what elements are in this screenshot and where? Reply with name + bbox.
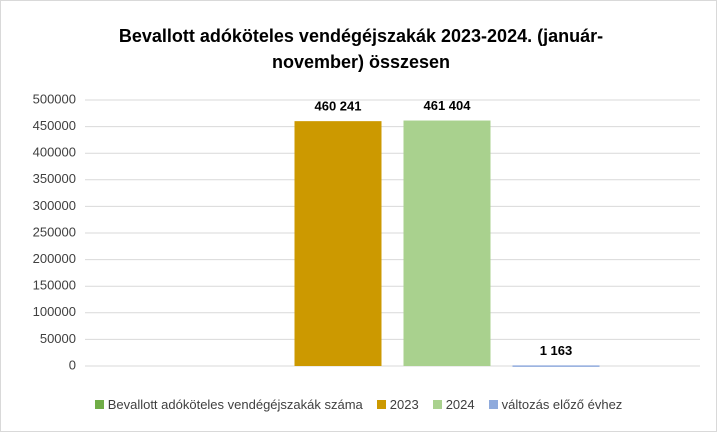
legend-item: 2024: [432, 397, 475, 412]
y-tick-label: 200000: [33, 251, 76, 266]
y-tick-label: 150000: [33, 278, 76, 293]
y-tick-label: 0: [69, 357, 76, 372]
legend-item: 2023: [376, 397, 419, 412]
bar: [403, 120, 491, 366]
bar: [512, 365, 600, 367]
y-tick-label: 350000: [33, 171, 76, 186]
y-tick-label: 100000: [33, 304, 76, 319]
legend-item: változás előző évhez: [488, 397, 623, 412]
legend-swatch: [94, 400, 104, 409]
legend-label: 2024: [445, 397, 475, 412]
data-label: 461 404: [424, 98, 472, 113]
y-tick-label: 500000: [33, 91, 76, 106]
legend-label: változás előző évhez: [501, 397, 623, 412]
data-label: 460 241: [315, 99, 362, 114]
legend-item: Bevallott adóköteles vendégéjszakák szám…: [94, 397, 363, 412]
y-tick-label: 50000: [40, 331, 76, 346]
legend-swatch: [432, 400, 442, 409]
y-tick-label: 300000: [33, 198, 76, 213]
y-tick-label: 250000: [33, 224, 76, 239]
legend: Bevallott adóköteles vendégéjszakák szám…: [0, 397, 717, 412]
y-tick-label: 400000: [33, 145, 76, 160]
legend-swatch: [376, 400, 386, 409]
bar: [294, 121, 382, 366]
chart-title: Bevallott adóköteles vendégéjszakák 2023…: [118, 26, 604, 72]
legend-label: 2023: [389, 397, 419, 412]
legend-swatch: [488, 400, 498, 409]
legend-label: Bevallott adóköteles vendégéjszakák szám…: [107, 397, 363, 412]
data-label: 1 163: [540, 343, 573, 358]
y-tick-label: 450000: [33, 118, 76, 133]
